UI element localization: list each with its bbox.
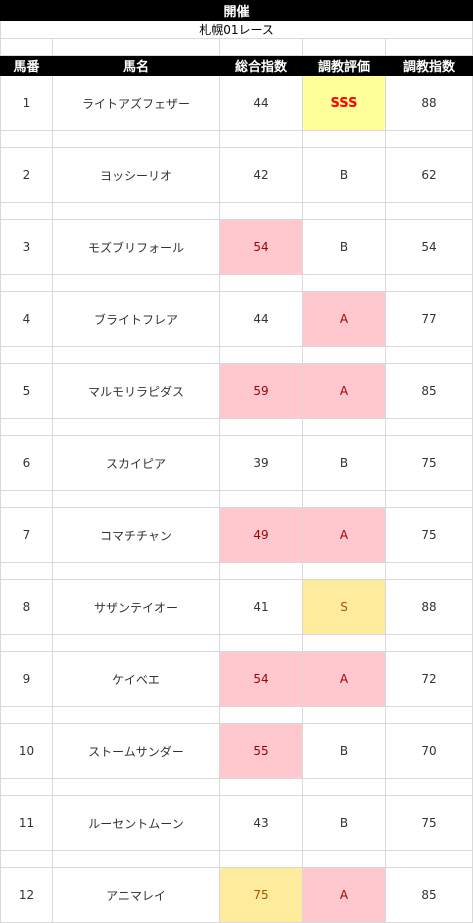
horse-number-cell: 1 [0, 75, 53, 131]
table-row: 4 ブライトフレア 44 A 77 [0, 291, 473, 347]
header-training-index: 調教指数 [384, 55, 473, 76]
horse-name-cell: ケイベエ [52, 651, 220, 707]
spacer-row [0, 418, 473, 436]
horse-number-cell: 3 [0, 219, 53, 275]
total-index-cell: 59 [219, 363, 303, 419]
header-number: 馬番 [0, 55, 53, 76]
header-row: 馬番 馬名 総合指数 調教評価 調教指数 [0, 55, 473, 76]
training-eval-cell: A [302, 507, 386, 563]
total-index-cell: 75 [219, 867, 303, 923]
table-row: 10 ストームサンダー 55 B 70 [0, 723, 473, 779]
training-eval-cell: SSS [302, 75, 386, 131]
table-row: 9 ケイベエ 54 A 72 [0, 651, 473, 707]
training-eval-cell: A [302, 651, 386, 707]
horse-name-cell: スカイピア [52, 435, 220, 491]
table-row: 6 スカイピア 39 B 75 [0, 435, 473, 491]
spacer-row [0, 634, 473, 652]
training-index-cell: 75 [384, 507, 473, 563]
table-row: 5 マルモリラピダス 59 A 85 [0, 363, 473, 419]
spacer-row [0, 850, 473, 868]
training-index-cell: 54 [384, 219, 473, 275]
total-index-cell: 39 [219, 435, 303, 491]
horse-number-cell: 5 [0, 363, 53, 419]
table-row: 11 ルーセントムーン 43 B 75 [0, 795, 473, 851]
training-eval-cell: B [302, 723, 386, 779]
total-index-cell: 54 [219, 219, 303, 275]
spacer-row [0, 346, 473, 364]
horse-number-cell: 12 [0, 867, 53, 923]
horse-number-cell: 8 [0, 579, 53, 635]
training-index-cell: 75 [384, 795, 473, 851]
horse-name-cell: コマチチャン [52, 507, 220, 563]
spacer-row [0, 562, 473, 580]
race-row: 札幌01レース [0, 20, 473, 39]
horse-number-cell: 9 [0, 651, 53, 707]
training-index-cell: 70 [384, 723, 473, 779]
spacer-row [0, 202, 473, 220]
header-training-eval: 調教評価 [302, 55, 386, 76]
table-row: 8 サザンテイオー 41 S 88 [0, 579, 473, 635]
training-eval-cell: S [302, 579, 386, 635]
total-index-cell: 54 [219, 651, 303, 707]
horse-number-cell: 10 [0, 723, 53, 779]
horse-number-cell: 11 [0, 795, 53, 851]
table-row: 3 モズブリフォール 54 B 54 [0, 219, 473, 275]
total-index-cell: 43 [219, 795, 303, 851]
total-index-cell: 44 [219, 291, 303, 347]
table-row: 7 コマチチャン 49 A 75 [0, 507, 473, 563]
training-index-cell: 85 [384, 867, 473, 923]
spacer-row [0, 130, 473, 148]
training-eval-cell: B [302, 219, 386, 275]
title-row: 開催 [0, 0, 473, 21]
horse-name-cell: ストームサンダー [52, 723, 220, 779]
table-row: 2 ヨッシーリオ 42 B 62 [0, 147, 473, 203]
total-index-cell: 44 [219, 75, 303, 131]
table-row: 12 アニマレイ 75 A 85 [0, 867, 473, 923]
horse-name-cell: ブライトフレア [52, 291, 220, 347]
table-row: 1 ライトアズフェザー 44 SSS 88 [0, 75, 473, 131]
horse-name-cell: マルモリラピダス [52, 363, 220, 419]
training-index-cell: 77 [384, 291, 473, 347]
total-index-cell: 42 [219, 147, 303, 203]
spacer-row [0, 274, 473, 292]
training-index-cell: 85 [384, 363, 473, 419]
horse-number-cell: 7 [0, 507, 53, 563]
training-index-cell: 88 [384, 75, 473, 131]
horse-name-cell: ヨッシーリオ [52, 147, 220, 203]
spacer-row [0, 706, 473, 724]
training-index-cell: 72 [384, 651, 473, 707]
horse-name-cell: サザンテイオー [52, 579, 220, 635]
total-index-cell: 55 [219, 723, 303, 779]
training-eval-cell: A [302, 363, 386, 419]
horse-number-cell: 2 [0, 147, 53, 203]
training-index-cell: 88 [384, 579, 473, 635]
training-index-cell: 75 [384, 435, 473, 491]
total-index-cell: 41 [219, 579, 303, 635]
header-total-index: 総合指数 [219, 55, 303, 76]
blank-row [0, 38, 473, 56]
horse-number-cell: 6 [0, 435, 53, 491]
spacer-row [0, 490, 473, 508]
training-eval-cell: B [302, 795, 386, 851]
horse-name-cell: モズブリフォール [52, 219, 220, 275]
header-horse-name: 馬名 [52, 55, 220, 76]
meeting-title: 開催 [0, 0, 473, 21]
training-index-cell: 62 [384, 147, 473, 203]
horse-number-cell: 4 [0, 291, 53, 347]
training-eval-cell: A [302, 867, 386, 923]
spacer-row [0, 778, 473, 796]
training-eval-cell: A [302, 291, 386, 347]
horse-name-cell: ライトアズフェザー [52, 75, 220, 131]
horse-name-cell: ルーセントムーン [52, 795, 220, 851]
race-name: 札幌01レース [0, 20, 473, 39]
training-eval-cell: B [302, 147, 386, 203]
horse-name-cell: アニマレイ [52, 867, 220, 923]
total-index-cell: 49 [219, 507, 303, 563]
training-eval-cell: B [302, 435, 386, 491]
